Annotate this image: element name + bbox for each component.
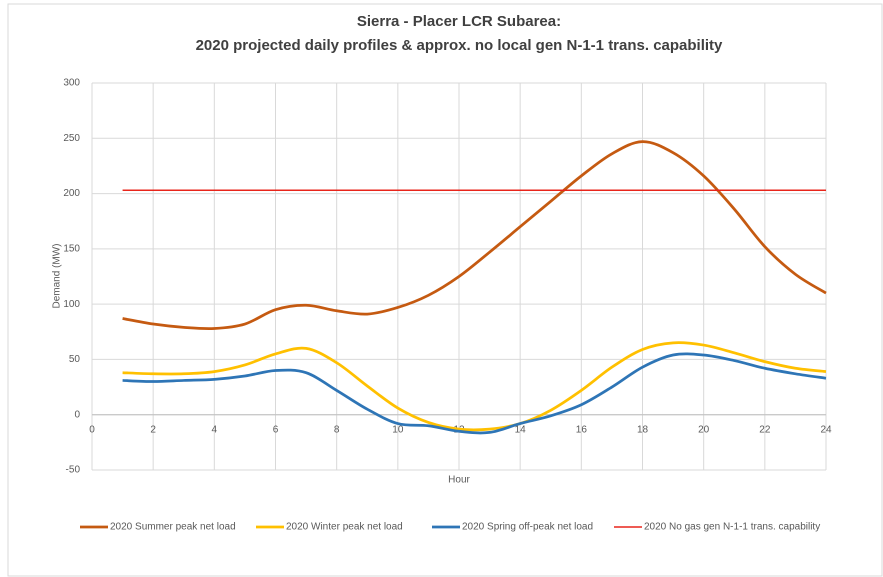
x-tick-label: 10 [392,424,404,435]
x-tick-label: 18 [637,424,649,435]
chart-subtitle: 2020 projected daily profiles & approx. … [196,37,723,54]
chart-frame [7,3,883,577]
y-tick-label: 150 [63,243,80,254]
x-tick-label: 16 [576,424,588,435]
chart-title: Sierra - Placer LCR Subarea: [357,13,561,30]
y-tick-label: -50 [66,465,81,476]
x-tick-label: 22 [759,424,771,435]
x-tick-label: 6 [273,424,279,435]
y-tick-label: 0 [74,409,80,420]
x-tick-label: 2 [150,424,156,435]
y-tick-label: 50 [69,354,81,365]
x-axis-label: Hour [448,475,470,486]
y-tick-label: 250 [63,133,80,144]
data-line [122,140,827,331]
x-tick-label: 24 [820,424,832,435]
data-line [122,352,827,435]
legend-label: 2020 No gas gen N-1-1 trans. capability [644,522,820,533]
y-tick-label: 100 [63,299,80,310]
x-tick-label: 14 [515,424,527,435]
x-tick-label: 4 [212,424,218,435]
y-tick-label: 300 [63,78,80,89]
legend-label: 2020 Winter peak net load [286,522,403,533]
x-tick-label: 20 [698,424,710,435]
x-tick-label: 0 [89,424,95,435]
legend-label: 2020 Summer peak net load [110,522,236,533]
x-tick-label: 8 [334,424,340,435]
legend-label: 2020 Spring off-peak net load [462,522,593,533]
y-tick-label: 200 [63,188,80,199]
data-line [122,341,827,432]
y-axis-label: Demand (MW) [52,243,63,308]
